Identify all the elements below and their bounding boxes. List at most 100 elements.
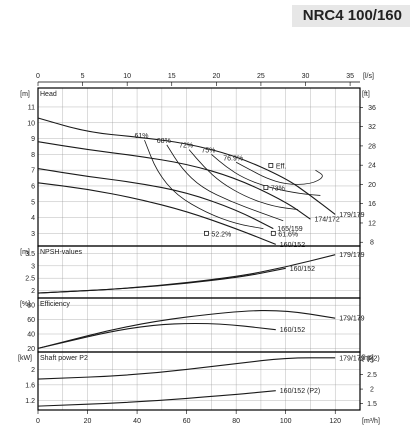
efficiency-contour — [235, 161, 323, 185]
annotation-label: Eff. — [276, 163, 286, 170]
bottom-tick-label: 80 — [232, 418, 240, 425]
top-axis-unit: [l/s] — [363, 73, 374, 80]
y-tick-label: 5 — [31, 199, 35, 206]
bottom-axis-unit: [m³/h] — [362, 418, 380, 425]
bottom-tick-label: 120 — [329, 418, 341, 425]
annotation-label: 73% — [271, 186, 285, 193]
bottom-tick-label: 60 — [183, 418, 191, 425]
efficiency-contour — [188, 149, 299, 211]
y-tick-label: 6 — [31, 183, 35, 190]
y-tick-label: 80 — [27, 303, 35, 310]
panel-title-npsh: NPSH-values — [40, 249, 83, 256]
bottom-tick-label: 0 — [36, 418, 40, 425]
y-tick-label: 4 — [31, 215, 35, 222]
y-tick-label: 3.5 — [25, 251, 35, 258]
series-label-shaft_power: 160/152 (P2) — [280, 388, 320, 395]
right-tick-label: 2.5 — [367, 372, 377, 379]
series-label-npsh: 179/179 — [339, 252, 364, 259]
y-tick-label: 1.2 — [25, 398, 35, 405]
y-tick-label: 1.6 — [25, 382, 35, 389]
top-tick-label: 25 — [257, 73, 265, 80]
top-tick-label: 10 — [123, 73, 131, 80]
panel-title-shaft_power: Shaft power P2 — [40, 355, 88, 362]
model-banner: NRC4 100/160 — [292, 5, 410, 27]
series-label-shaft_power: 179/179 (P2) — [339, 355, 379, 362]
top-tick-label: 35 — [346, 73, 354, 80]
y-tick-label: 60 — [27, 317, 35, 324]
series-line-head — [37, 182, 276, 245]
series-label-npsh: 160/152 — [290, 266, 315, 273]
right-tick-label: 36 — [368, 105, 376, 112]
y-tick-label: 7 — [31, 168, 35, 175]
series-line-shaft_power — [37, 390, 276, 407]
series-line-head — [37, 117, 336, 215]
y-unit-left-head: [m] — [20, 91, 30, 98]
series-line-head — [37, 141, 311, 220]
y-unit-left-npsh: [m] — [20, 249, 30, 256]
right-tick-label: 16 — [368, 201, 376, 208]
y-tick-label: 20 — [27, 346, 35, 353]
bottom-tick-label: 20 — [84, 418, 92, 425]
efficiency-contour-label: 76.9% — [223, 155, 243, 162]
right-tick-label: 32 — [368, 124, 376, 131]
y-unit-left-shaft_power: [kW] — [18, 355, 32, 362]
panel-title-efficiency: Efficiency — [40, 301, 70, 308]
y-tick-label: 10 — [27, 120, 35, 127]
efficiency-contour-label: 61% — [134, 133, 148, 140]
series-label-head: 179/179 — [339, 212, 364, 219]
series-line-shaft_power — [37, 357, 336, 380]
y-tick-label: 40 — [27, 332, 35, 339]
panel-frame-shaft_power — [37, 351, 361, 411]
panel-title-head: Head — [40, 91, 57, 98]
series-line-head — [37, 168, 274, 230]
bottom-tick-label: 100 — [280, 418, 292, 425]
annotation-marker — [263, 185, 269, 190]
top-tick-label: 20 — [212, 73, 220, 80]
right-tick-label: 12 — [368, 220, 376, 227]
right-tick-label: 20 — [368, 182, 376, 189]
annotation-marker — [270, 230, 276, 236]
y-tick-label: 3 — [31, 231, 35, 238]
y-tick-label: 9 — [31, 136, 35, 143]
series-line-efficiency — [37, 322, 276, 349]
panel-frame-efficiency — [37, 297, 361, 353]
efficiency-contour-label: 75% — [201, 147, 215, 154]
series-label-efficiency: 160/152 — [280, 327, 305, 334]
right-tick-label: 28 — [368, 143, 376, 150]
top-tick-label: 30 — [302, 73, 310, 80]
series-line-npsh — [37, 267, 286, 294]
right-tick-label: 24 — [368, 163, 376, 170]
right-tick-label: 1.5 — [367, 401, 377, 408]
efficiency-contour — [211, 154, 321, 196]
series-label-head: 165/159 — [277, 226, 302, 233]
top-tick-label: 15 — [168, 73, 176, 80]
y-tick-label: 8 — [31, 152, 35, 159]
annotation-marker — [204, 230, 209, 236]
y-tick-label: 3 — [31, 263, 35, 270]
series-label-head: 174/172 — [314, 217, 339, 224]
annotation-marker — [268, 163, 274, 168]
y-unit-right-head: [ft] — [362, 91, 370, 98]
top-tick-label: 0 — [36, 73, 40, 80]
annotation-label: 52.2% — [211, 231, 231, 238]
panel-frame-head — [37, 87, 361, 247]
y-tick-label: 2.5 — [25, 276, 35, 283]
y-unit-right-shaft_power: [hp] — [362, 355, 374, 362]
y-unit-left-efficiency: [%] — [20, 301, 30, 308]
efficiency-contour — [166, 144, 284, 222]
efficiency-contour-label: 68% — [157, 138, 171, 145]
bottom-tick-label: 40 — [133, 418, 141, 425]
model-title: NRC4 100/160 — [302, 7, 402, 24]
y-tick-label: 11 — [28, 104, 35, 111]
y-tick-label: 2 — [31, 367, 35, 374]
efficiency-contour-label: 72% — [179, 143, 193, 150]
right-tick-label: 8 — [370, 240, 374, 247]
right-tick-label: 2 — [370, 387, 374, 394]
annotation-label: 61.6% — [278, 231, 298, 238]
series-line-efficiency — [37, 310, 336, 349]
right-tick-label: 3 — [370, 358, 374, 365]
efficiency-contour — [144, 139, 264, 230]
series-label-efficiency: 179/179 — [339, 316, 364, 323]
top-tick-label: 5 — [81, 73, 85, 80]
